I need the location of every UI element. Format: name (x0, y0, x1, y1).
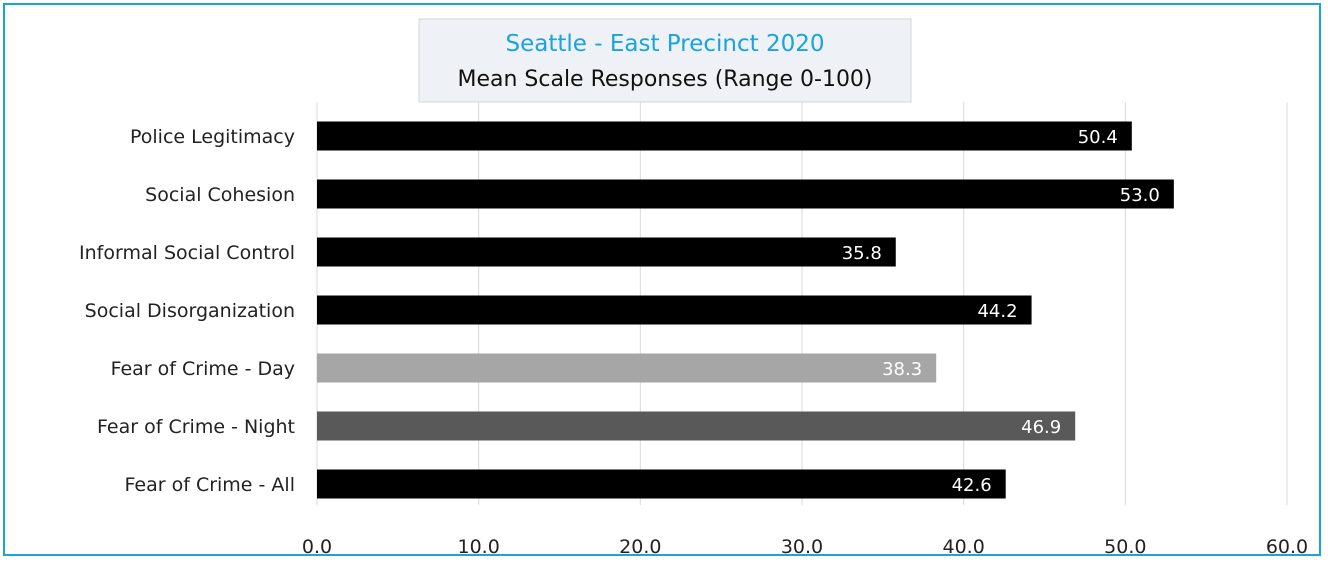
data-label: 53.0 (1120, 185, 1160, 206)
category-label: Social Cohesion (145, 184, 295, 206)
x-tick-label: 50.0 (1104, 536, 1146, 558)
data-label: 42.6 (952, 475, 992, 496)
bar (317, 411, 1076, 441)
category-label: Fear of Crime - Day (111, 358, 295, 380)
bar (317, 295, 1032, 325)
x-tick-label: 20.0 (619, 536, 661, 558)
x-tick-label: 60.0 (1266, 536, 1308, 558)
chart-svg: Seattle - East Precinct 2020 Mean Scale … (79, 18, 1308, 558)
title-box (418, 18, 912, 103)
data-label: 46.9 (1021, 417, 1061, 438)
chart-frame: Seattle - East Precinct 2020 Mean Scale … (3, 3, 1321, 558)
x-tick-label: 40.0 (943, 536, 985, 558)
category-label: Social Disorganization (85, 300, 295, 322)
data-label: 35.8 (842, 243, 882, 264)
category-label: Police Legitimacy (130, 126, 295, 148)
title-group: Seattle - East Precinct 2020 Mean Scale … (418, 18, 912, 103)
ticks-layer: 0.0 10.0 20.0 30.0 40.0 50.0 60.0 (302, 536, 1308, 558)
category-label: Fear of Crime - All (125, 474, 295, 496)
x-tick-label: 30.0 (781, 536, 823, 558)
data-label: 38.3 (882, 359, 922, 380)
data-label: 50.4 (1078, 127, 1118, 148)
bar (317, 121, 1132, 151)
data-label: 44.2 (977, 301, 1017, 322)
x-tick-label: 10.0 (458, 536, 500, 558)
bar (317, 237, 896, 267)
bar (317, 179, 1174, 209)
chart-subtitle: Mean Scale Responses (Range 0-100) (457, 67, 872, 92)
bar (317, 469, 1006, 499)
chart-title: Seattle - East Precinct 2020 (506, 31, 825, 57)
bar (317, 353, 937, 383)
category-label: Informal Social Control (79, 242, 295, 264)
x-tick-label: 0.0 (302, 536, 332, 558)
category-label: Fear of Crime - Night (97, 416, 295, 438)
bars-layer: Police Legitimacy 50.4 Social Cohesion 53.0… (79, 121, 1174, 499)
